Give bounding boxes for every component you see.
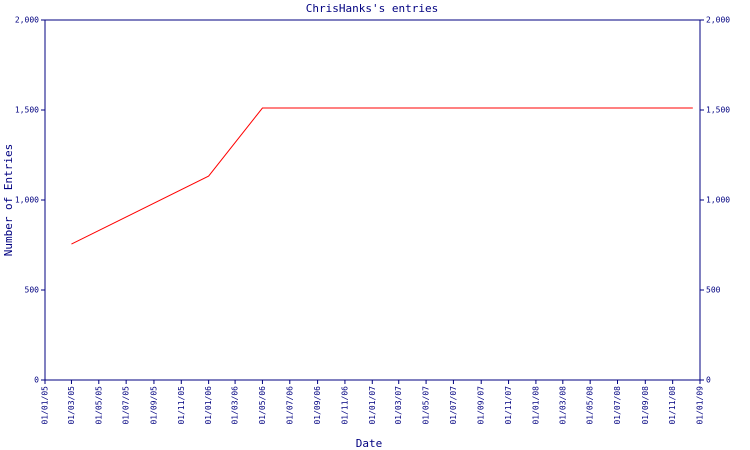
y-tick-label: 1,500 — [15, 106, 39, 115]
x-tick-label: 01/05/08 — [586, 386, 595, 425]
x-tick-label: 01/07/05 — [122, 386, 131, 425]
x-tick-label: 01/11/07 — [504, 386, 513, 425]
x-tick-label: 01/03/05 — [67, 386, 76, 425]
x-tick-label: 01/03/07 — [394, 386, 403, 425]
y-tick-label: 2,000 — [15, 16, 39, 25]
x-tick-label: 01/11/06 — [340, 386, 349, 425]
x-tick-label: 01/09/08 — [641, 386, 650, 425]
y-axis-label: Number of Entries — [2, 144, 15, 257]
x-tick-label: 01/01/07 — [368, 386, 377, 425]
y-tick-label: 500 — [25, 286, 40, 295]
x-tick-label: 01/05/06 — [258, 386, 267, 425]
y2-tick-label: 1,000 — [706, 196, 730, 205]
x-tick-label: 01/11/08 — [668, 386, 677, 425]
x-tick-label: 01/11/05 — [177, 386, 186, 425]
x-tick-label: 01/09/05 — [149, 386, 158, 425]
plot-frame — [44, 19, 701, 381]
y2-tick-label: 0 — [706, 376, 711, 385]
y2-tick-label: 500 — [706, 286, 721, 295]
x-tick-label: 01/01/06 — [204, 386, 213, 425]
x-tick-label: 01/05/07 — [422, 386, 431, 425]
x-tick-label: 01/09/07 — [477, 386, 486, 425]
y-tick-label: 0 — [34, 376, 39, 385]
x-tick-label: 01/07/07 — [449, 386, 458, 425]
x-tick-label: 01/05/05 — [94, 386, 103, 425]
y2-tick-label: 1,500 — [706, 106, 730, 115]
x-axis-label: Date — [356, 437, 383, 450]
data-line — [71, 107, 693, 245]
chart-title: ChrisHanks's entries — [306, 2, 438, 15]
y-tick-label: 1,000 — [15, 196, 39, 205]
x-tick-label: 01/07/08 — [613, 386, 622, 425]
x-tick-label: 01/01/05 — [41, 386, 50, 425]
x-tick-label: 01/03/06 — [231, 386, 240, 425]
x-tick-label: 01/01/08 — [531, 386, 540, 425]
x-tick-label: 01/03/08 — [558, 386, 567, 425]
x-tick-label: 01/09/06 — [313, 386, 322, 425]
x-tick-label: 01/01/09 — [696, 386, 705, 425]
y2-tick-label: 2,000 — [706, 16, 730, 25]
x-tick-label: 01/07/06 — [285, 386, 294, 425]
